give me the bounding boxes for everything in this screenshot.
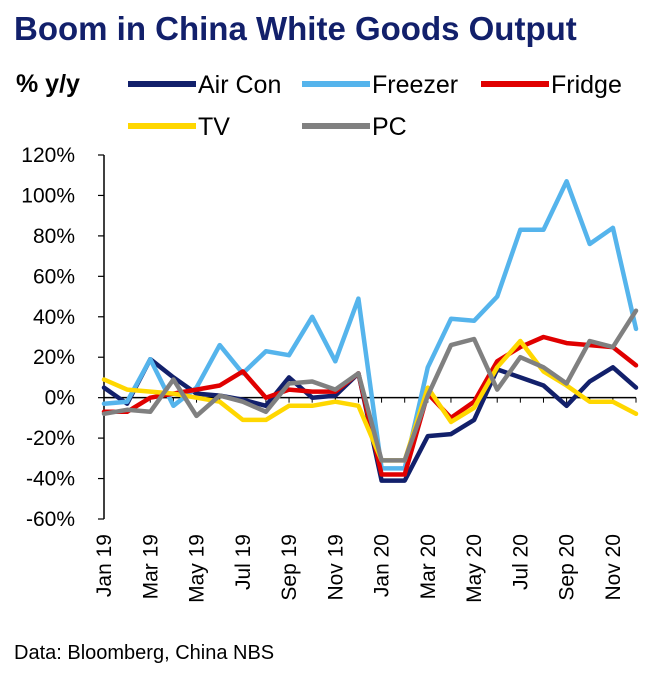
- x-tick-label: Jan 20: [371, 534, 394, 597]
- x-tick-label: Mar 19: [139, 534, 162, 599]
- x-tick-label: Jan 19: [93, 534, 116, 597]
- plot-area: [101, 179, 639, 483]
- y-tick-label: 120%: [21, 144, 75, 167]
- legend-label-freezer: Freezer: [372, 71, 458, 99]
- legend-label-pc: PC: [372, 113, 407, 141]
- y-tick-label: 100%: [21, 184, 75, 207]
- x-tick-label: May 19: [186, 534, 209, 603]
- x-tick-label: Sep 19: [278, 534, 301, 601]
- y-tick-label: -40%: [26, 468, 75, 491]
- series-line-tv: [101, 338, 639, 463]
- y-tick-label: 20%: [33, 346, 75, 369]
- x-tick-label: Jul 20: [509, 534, 532, 590]
- y-axis-label: % y/y: [16, 70, 80, 98]
- y-tick-label: 60%: [33, 265, 75, 288]
- legend-label-air-con: Air Con: [198, 71, 281, 99]
- y-tick-label: -20%: [26, 427, 75, 450]
- y-tick-label: 80%: [33, 225, 75, 248]
- line-chart: Air Con Freezer Fridge TV PC 120% 100% 80% 60% 4…: [21, 71, 639, 603]
- source-note: Data: Bloomberg, China NBS: [14, 642, 275, 664]
- x-tick-label: Mar 20: [417, 534, 440, 599]
- legend-label-fridge: Fridge: [551, 71, 622, 99]
- x-tick-label: Nov 20: [602, 534, 625, 601]
- y-axis: 120% 100% 80% 60% 40% 20% 0% -20% -40% -60%: [21, 144, 105, 531]
- series-line-fridge: [101, 334, 639, 477]
- y-tick-label: -60%: [26, 508, 75, 531]
- x-tick-label: Jul 19: [232, 534, 255, 590]
- y-tick-label: 40%: [33, 306, 75, 329]
- legend-label-tv: TV: [198, 113, 230, 141]
- y-tick-label: 0%: [45, 387, 75, 410]
- chart-title: Boom in China White Goods Output: [14, 10, 577, 47]
- x-tick-label: Nov 19: [324, 534, 347, 601]
- x-axis: Jan 19 Mar 19 May 19 Jul 19 Sep 19 Nov 19 Jan …: [93, 396, 637, 603]
- legend: Air Con Freezer Fridge TV PC: [128, 71, 622, 141]
- x-tick-label: Sep 20: [556, 534, 579, 601]
- series-line-pc: [101, 308, 639, 463]
- x-tick-label: May 20: [463, 534, 486, 603]
